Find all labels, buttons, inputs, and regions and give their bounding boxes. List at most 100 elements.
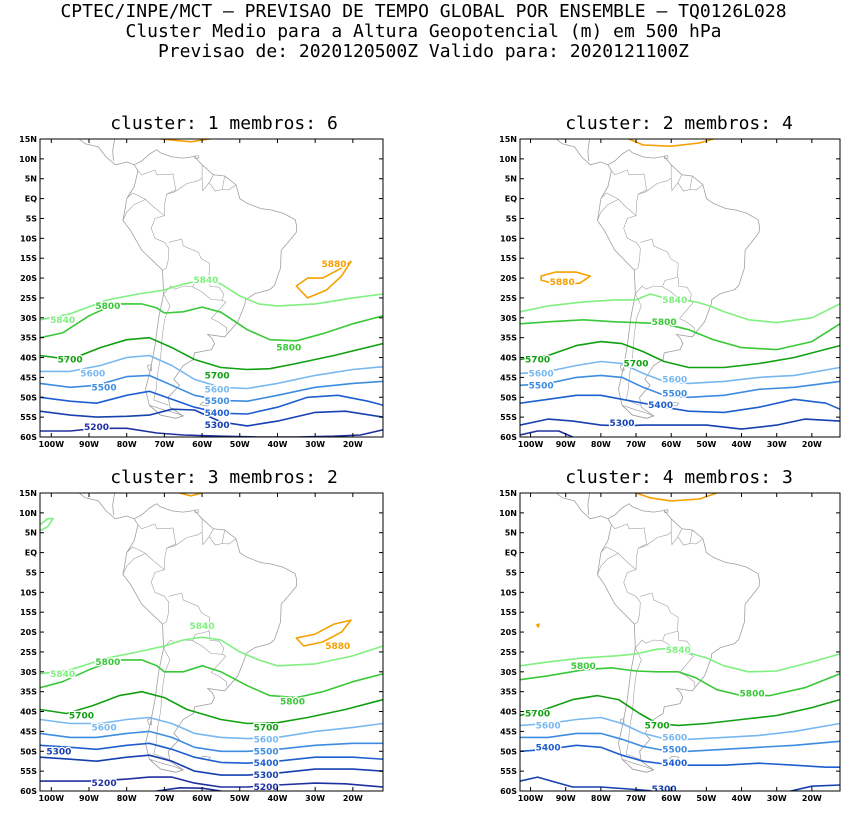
contour-label: 5700	[69, 712, 94, 722]
contour-label: 5800	[95, 302, 120, 312]
country-border	[600, 546, 619, 554]
contour-label: 5880	[325, 642, 350, 652]
contour-label: 5500	[205, 397, 230, 407]
map-frame	[519, 138, 841, 438]
cluster-1-title: cluster: 1 membros: 6	[110, 113, 338, 134]
contour-line	[520, 716, 840, 741]
contour-label: 5300	[609, 419, 634, 429]
lon-tick-label: 80W	[591, 794, 611, 803]
contour-line	[520, 418, 840, 430]
country-border	[210, 654, 227, 673]
lat-tick-label: 40S	[500, 708, 517, 717]
lon-tick-label: 40W	[267, 794, 287, 803]
lat-tick-label: EQ	[25, 549, 37, 558]
contour-line	[40, 659, 383, 699]
cluster-4-title: cluster: 4 membros: 3	[565, 467, 793, 488]
lon-tick-label: 70W	[626, 440, 646, 449]
contour-line	[295, 619, 352, 647]
lat-tick-label: 60S	[20, 433, 37, 442]
country-border	[625, 293, 642, 406]
lon-tick-label: 20W	[802, 794, 822, 803]
lon-tick-label: 40W	[732, 794, 752, 803]
contour-label: 5600	[662, 733, 687, 743]
lat-tick-label: 40S	[20, 708, 37, 717]
contour-line	[520, 776, 655, 791]
contour-label: 5500	[662, 745, 687, 755]
country-border	[210, 672, 228, 687]
contour-label: 5840	[193, 276, 218, 286]
contour-label: 5800	[280, 698, 305, 708]
contour-label: 5200	[254, 783, 279, 793]
contour-label: 5840	[50, 670, 75, 680]
country-border	[670, 177, 679, 192]
lat-tick-label: 55S	[500, 413, 517, 422]
contour-label: 5200	[92, 779, 117, 789]
contour-label: 5300	[205, 421, 230, 431]
contour-label: 5400	[254, 759, 279, 769]
lat-tick-label: 10N	[499, 509, 517, 518]
contour-line	[40, 374, 383, 403]
lon-tick-label: 30W	[767, 794, 787, 803]
country-border	[611, 169, 647, 195]
cluster-1-panel: cluster: 1 membros: 6 5880 5840 5840 5800 58…	[0, 113, 420, 465]
country-border	[163, 238, 210, 295]
contour-label: 5600	[254, 735, 279, 745]
contour-label: 5880	[550, 278, 575, 288]
lat-tick-label: 50S	[500, 393, 517, 402]
lat-tick-label: 35S	[20, 334, 37, 343]
contour-label: 5800	[95, 658, 120, 668]
contour-label: 5700	[624, 359, 649, 369]
contour-line	[520, 319, 840, 351]
coastline	[122, 503, 298, 773]
coastline	[596, 149, 760, 419]
lat-tick-label: 45S	[20, 373, 37, 382]
island-outline	[149, 758, 185, 773]
header-forecast-times: Previsao de: 2020120500Z Valido para: 20…	[157, 41, 689, 62]
contour-line	[156, 786, 222, 791]
lat-tick-label: EQ	[505, 549, 517, 558]
coastline	[555, 493, 609, 520]
lon-tick-label: 40W	[267, 440, 287, 449]
contour-line	[40, 754, 383, 776]
cluster-1-map: 5880 5840 5840 5800 5800 5700 5700 5600 5600 5500…	[19, 135, 384, 449]
lat-tick-label: 40S	[20, 354, 37, 363]
lon-tick-label: 60W	[192, 794, 212, 803]
lon-tick-label: 50W	[696, 794, 716, 803]
lon-tick-label: 80W	[117, 794, 137, 803]
contour-line	[40, 390, 383, 415]
country-border	[192, 277, 224, 301]
lat-tick-label: 30S	[20, 314, 37, 323]
country-border	[137, 169, 177, 195]
country-border	[662, 631, 692, 655]
island-outline	[664, 155, 669, 159]
cluster-3-title: cluster: 3 membros: 2	[110, 467, 338, 488]
island-outline	[621, 404, 655, 419]
lat-tick-label: EQ	[505, 195, 517, 204]
contour-line	[520, 340, 840, 369]
country-border	[677, 174, 693, 192]
lat-tick-label: 10S	[500, 588, 517, 597]
cluster-4-panel: cluster: 4 membros: 3 5840 5800 5800 5700 57…	[423, 467, 843, 819]
lon-tick-label: 70W	[154, 440, 174, 449]
contour-line	[520, 667, 840, 697]
cluster-2-title: cluster: 2 membros: 4	[565, 113, 793, 134]
lon-tick-label: 40W	[732, 440, 752, 449]
lon-tick-label: 90W	[79, 440, 99, 449]
lat-tick-label: EQ	[25, 195, 37, 204]
lat-tick-label: 55S	[20, 767, 37, 776]
contour-label: 5800	[740, 690, 765, 700]
lon-tick-label: 100W	[39, 440, 65, 449]
header-title: CPTEC/INPE/MCT — PREVISAO DE TEMPO GLOBA…	[60, 1, 787, 22]
lat-tick-label: 15N	[499, 135, 517, 144]
lat-tick-label: 5S	[26, 568, 38, 577]
island-outline	[668, 755, 680, 761]
island-outline	[619, 364, 625, 372]
contour-line	[520, 732, 840, 753]
lat-tick-label: 35S	[500, 688, 517, 697]
contour-line	[520, 394, 840, 414]
coastline	[78, 493, 135, 520]
lon-tick-label: 30W	[767, 440, 787, 449]
cluster-3-map: 5880584058405800580057005700560056005500…	[19, 489, 384, 803]
country-border	[679, 654, 694, 673]
contour-line	[40, 408, 383, 427]
